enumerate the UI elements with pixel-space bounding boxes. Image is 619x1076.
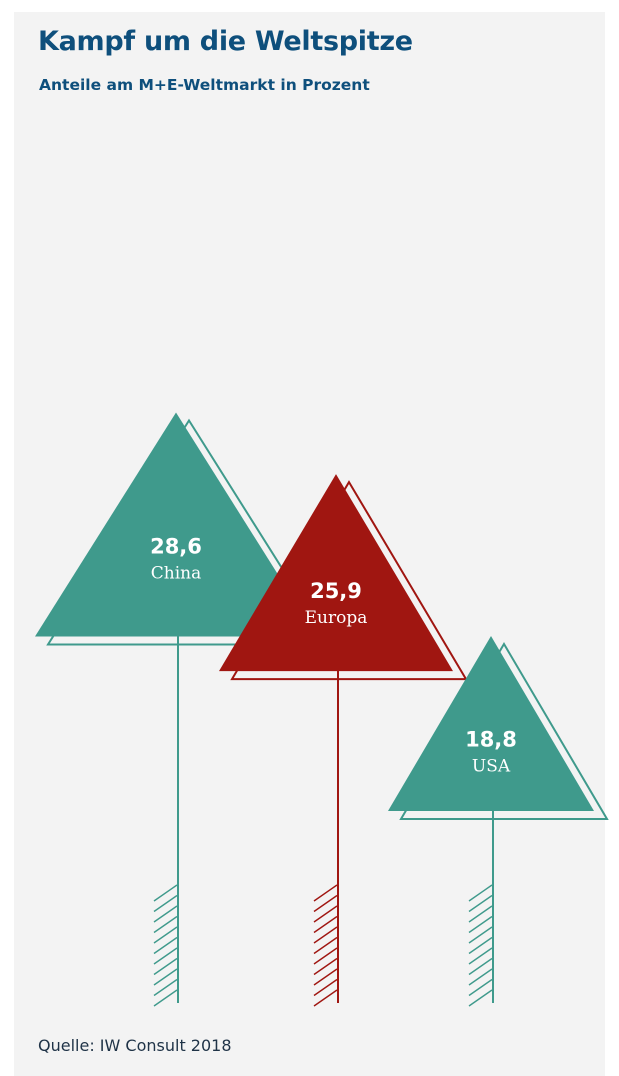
chart-subtitle: Anteile am M+E-Weltmarkt in Prozent [39,76,370,94]
value-label-europa: 25,9 [310,579,362,603]
ground-hatch-china [153,884,178,1007]
triangle-china [35,412,317,637]
ground-hatch-usa [468,884,493,1007]
category-label-china: China [151,564,201,584]
triangle-europa [219,474,453,672]
value-label-china: 28,6 [150,535,202,559]
triangle-usa [388,636,594,811]
ground-hatch-europa [313,884,338,1007]
chart-title: Kampf um die Weltspitze [38,26,413,57]
value-label-usa: 18,8 [465,727,517,751]
category-label-usa: USA [472,756,511,776]
source-note: Quelle: IW Consult 2018 [38,1036,232,1055]
category-label-europa: Europa [305,608,368,628]
